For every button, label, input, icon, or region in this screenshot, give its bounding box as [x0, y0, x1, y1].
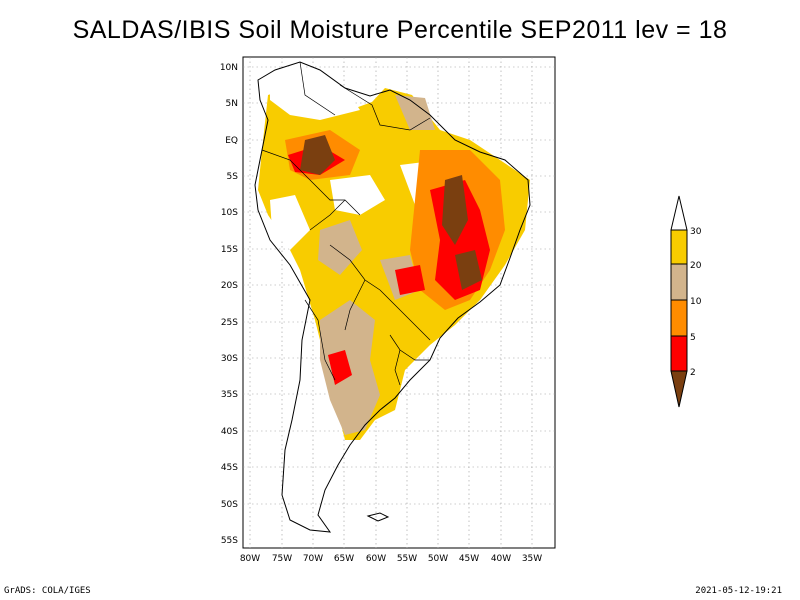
- colorbar-labels: 30 20 10 5 2: [690, 227, 702, 378]
- lon-label: 55W: [397, 554, 417, 564]
- falklands: [366, 512, 390, 522]
- lat-label: 30S: [221, 354, 238, 364]
- lat-label: 40S: [221, 427, 238, 437]
- coastline: [254, 61, 531, 533]
- colorbar-label: 10: [690, 297, 702, 307]
- lon-label: 60W: [366, 554, 386, 564]
- lon-labels: 80W 75W 70W 65W 60W 55W 50W 45W 40W 35W: [240, 554, 542, 564]
- colorbar: [670, 195, 688, 408]
- percentile-field: [258, 65, 530, 440]
- lat-label: 5N: [226, 99, 238, 109]
- colorbar-label: 5: [690, 333, 696, 343]
- lon-label: 70W: [303, 554, 323, 564]
- lat-label: 15S: [221, 245, 238, 255]
- lat-label: 45S: [221, 463, 238, 473]
- field-band-below-2: [455, 250, 482, 290]
- colorbar-swatch-5-10: [670, 299, 688, 337]
- lat-label: 20S: [221, 281, 238, 291]
- lat-label: 50S: [221, 500, 238, 510]
- colorbar-swatch-2-5: [670, 335, 688, 372]
- lon-label: 50W: [428, 554, 448, 564]
- field-band-above-30: [270, 65, 360, 120]
- lon-label: 65W: [334, 554, 354, 564]
- lat-label: EQ: [225, 136, 238, 146]
- lat-labels: 10N 5N EQ 5S 10S 15S 20S 25S 30S 35S 40S…: [220, 63, 238, 546]
- lat-label: 5S: [227, 172, 239, 182]
- colorbar-cap-above-30: [670, 195, 688, 231]
- lon-label: 35W: [522, 554, 542, 564]
- field-band-2-5: [328, 350, 352, 385]
- field-band-above-30: [330, 175, 385, 215]
- lat-label: 55S: [221, 536, 238, 546]
- lon-label: 80W: [240, 554, 260, 564]
- footer-credit: GrADS: COLA/IGES: [4, 586, 91, 596]
- field-band-10-20: [320, 300, 380, 435]
- colorbar-label: 20: [690, 261, 702, 271]
- colorbar-label: 30: [690, 227, 702, 237]
- footer-timestamp: 2021-05-12-19:21: [695, 586, 782, 596]
- field-band-below-2: [300, 135, 335, 175]
- lat-label: 35S: [221, 390, 238, 400]
- field-band-2-5: [395, 265, 425, 295]
- field-band-above-30: [270, 195, 310, 250]
- map-title: SALDAS/IBIS Soil Moisture Percentile SEP…: [72, 16, 728, 44]
- colorbar-label: 2: [690, 368, 696, 378]
- lon-label: 45W: [459, 554, 479, 564]
- lat-label: 10N: [220, 63, 238, 73]
- lon-label: 40W: [491, 554, 511, 564]
- country-borders: [261, 61, 431, 386]
- lat-label: 10S: [221, 208, 238, 218]
- colorbar-cap-below-2: [670, 370, 688, 408]
- lat-label: 25S: [221, 318, 238, 328]
- field-band-below-2: [442, 175, 468, 245]
- lon-label: 75W: [272, 554, 292, 564]
- colorbar-swatch-10-20: [670, 263, 688, 301]
- colorbar-swatch-20-30: [670, 229, 688, 265]
